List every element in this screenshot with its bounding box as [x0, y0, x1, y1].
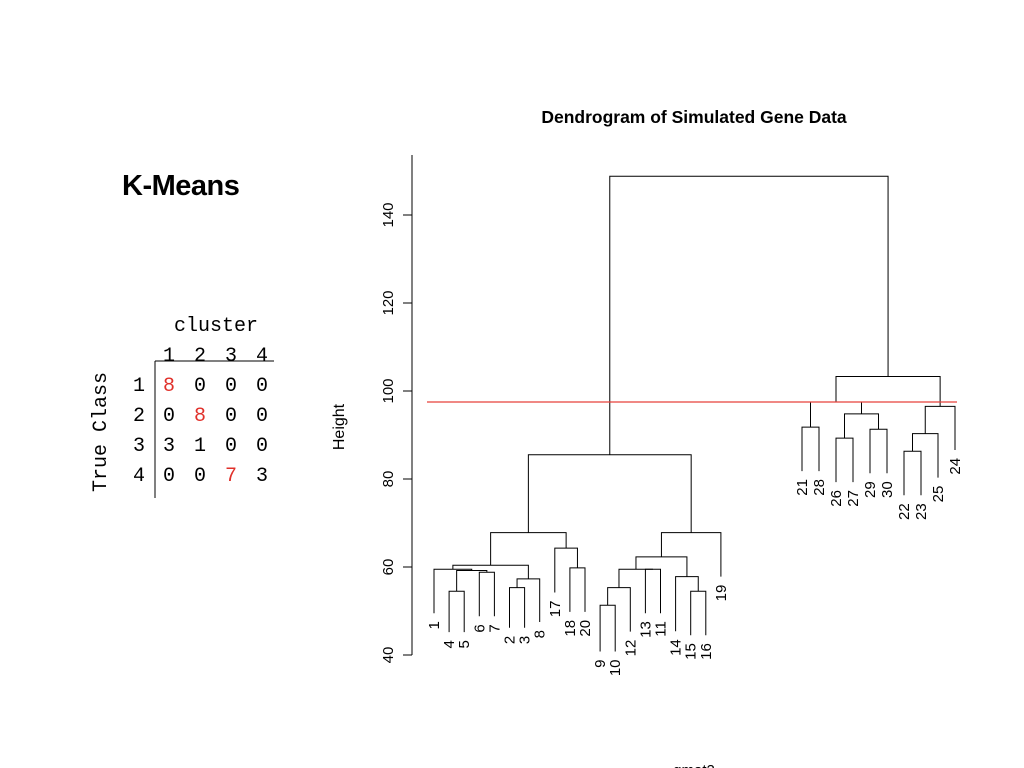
dendrogram-branch: [509, 587, 526, 628]
leaf-label: 9: [592, 659, 609, 667]
table-row-label: 4: [133, 465, 145, 488]
dendrogram-branch: [618, 568, 653, 588]
table-cell: 0: [194, 465, 206, 488]
chart-title: Dendrogram of Simulated Gene Data: [541, 107, 847, 127]
leaf-label: 20: [577, 620, 594, 637]
table-cell: 7: [225, 465, 237, 488]
dendrogram-branch: [527, 454, 692, 533]
table-cell: 0: [256, 405, 268, 428]
leaf-label: 11: [653, 621, 670, 637]
table-cell: 0: [225, 405, 237, 428]
leaf-label: 30: [879, 481, 896, 498]
leaf-label: 24: [947, 458, 964, 475]
y-tick-label: 140: [380, 202, 397, 227]
table-cell: 0: [225, 375, 237, 398]
leaf-label: 8: [532, 630, 549, 638]
table-row-label: 3: [133, 435, 145, 458]
dendrogram-branch: [690, 590, 707, 636]
leaf-label: 13: [637, 621, 654, 638]
leaf-label: 26: [828, 490, 845, 507]
dendrogram-branch: [903, 450, 922, 496]
table-row-label: 1: [133, 375, 145, 398]
leaf-label: 16: [698, 643, 715, 660]
table-column-label: 3: [225, 345, 237, 368]
y-tick-label: 40: [380, 647, 397, 664]
leaf-label: 27: [845, 490, 862, 507]
dendrogram-branch: [456, 570, 488, 592]
confusion-table: cluster True Class 1 2 3 41 8 0 0 02 0 8 0 03 3 1 0 04 0…: [90, 315, 274, 498]
dendrogram-branch: [912, 433, 939, 478]
dendrogram-tree: [433, 175, 956, 652]
table-cell: 0: [163, 405, 175, 428]
y-axis-label: Height: [331, 403, 348, 450]
table-cell: 1: [194, 435, 206, 458]
dendrogram-branch: [644, 568, 661, 614]
table-cell: 0: [256, 435, 268, 458]
dendrogram-branch: [801, 426, 820, 472]
x-axis-label: gmat2: [673, 762, 715, 768]
dendrogram-branch: [607, 587, 631, 632]
leaf-label: 18: [562, 620, 579, 637]
kmeans-title: K-Means: [122, 170, 240, 202]
table-column-header: cluster: [174, 315, 258, 338]
dendrogram-branch: [554, 547, 578, 593]
dendrogram-branch: [869, 428, 888, 474]
leaf-label: 14: [668, 639, 685, 656]
dendrogram-branch: [810, 401, 862, 428]
leaf-label: 17: [547, 601, 564, 618]
dendrogram-branch: [516, 578, 541, 622]
leaf-label: 12: [622, 640, 639, 657]
dendrogram-branch: [675, 576, 699, 632]
y-tick-label: 80: [380, 471, 397, 488]
leaf-label: 3: [517, 636, 534, 644]
dendrogram-branch: [844, 413, 879, 439]
table-column-label: 2: [194, 345, 206, 368]
dendrogram-branch: [835, 437, 854, 483]
dendrogram-branch: [599, 604, 616, 652]
y-axis: 40 60 80 100 120 140: [380, 155, 413, 664]
leaf-label: 25: [930, 486, 947, 503]
leaf-label: 4: [441, 640, 458, 648]
dendrogram-branch: [448, 590, 465, 633]
leaf-label: 19: [713, 585, 730, 602]
leaf-label: 2: [502, 636, 519, 644]
dendrogram-branch: [478, 571, 495, 617]
leaf-label: 22: [896, 503, 913, 520]
table-cell: 3: [163, 435, 175, 458]
leaf-label: 28: [811, 479, 828, 496]
dendrogram-branch: [660, 532, 722, 577]
table-row-label: 2: [133, 405, 145, 428]
table-column-label: 1: [163, 345, 175, 368]
leaf-label: 1: [426, 621, 443, 629]
table-body: 1 2 3 41 8 0 0 02 0 8 0 03 3 1 0 04 0 0 7 3: [133, 345, 268, 488]
table-cell: 3: [256, 465, 268, 488]
table-cell: 0: [163, 465, 175, 488]
table-cell: 0: [194, 375, 206, 398]
table-cell: 8: [163, 375, 175, 398]
leaf-label: 5: [456, 640, 473, 648]
leaf-label: 23: [913, 503, 930, 520]
leaf-label: 7: [486, 624, 503, 632]
table-column-label: 4: [256, 345, 268, 368]
table-cell: 0: [225, 435, 237, 458]
leaf-label: 10: [607, 659, 624, 676]
dendrogram-branch: [924, 405, 956, 450]
leaf-label: 21: [794, 479, 811, 496]
dendrogram-branch: [635, 556, 688, 577]
table-row-header: True Class: [90, 372, 113, 492]
y-tick-label: 100: [380, 378, 397, 403]
dendrogram-branch: [569, 567, 586, 612]
leaf-label: 15: [683, 643, 700, 660]
table-cell: 0: [256, 375, 268, 398]
leaf-label: 29: [862, 481, 879, 498]
dendrogram-branch: [609, 175, 889, 455]
leaf-label: 6: [471, 624, 488, 632]
y-tick-label: 120: [380, 290, 397, 315]
table-cell: 8: [194, 405, 206, 428]
y-tick-label: 60: [380, 559, 397, 576]
